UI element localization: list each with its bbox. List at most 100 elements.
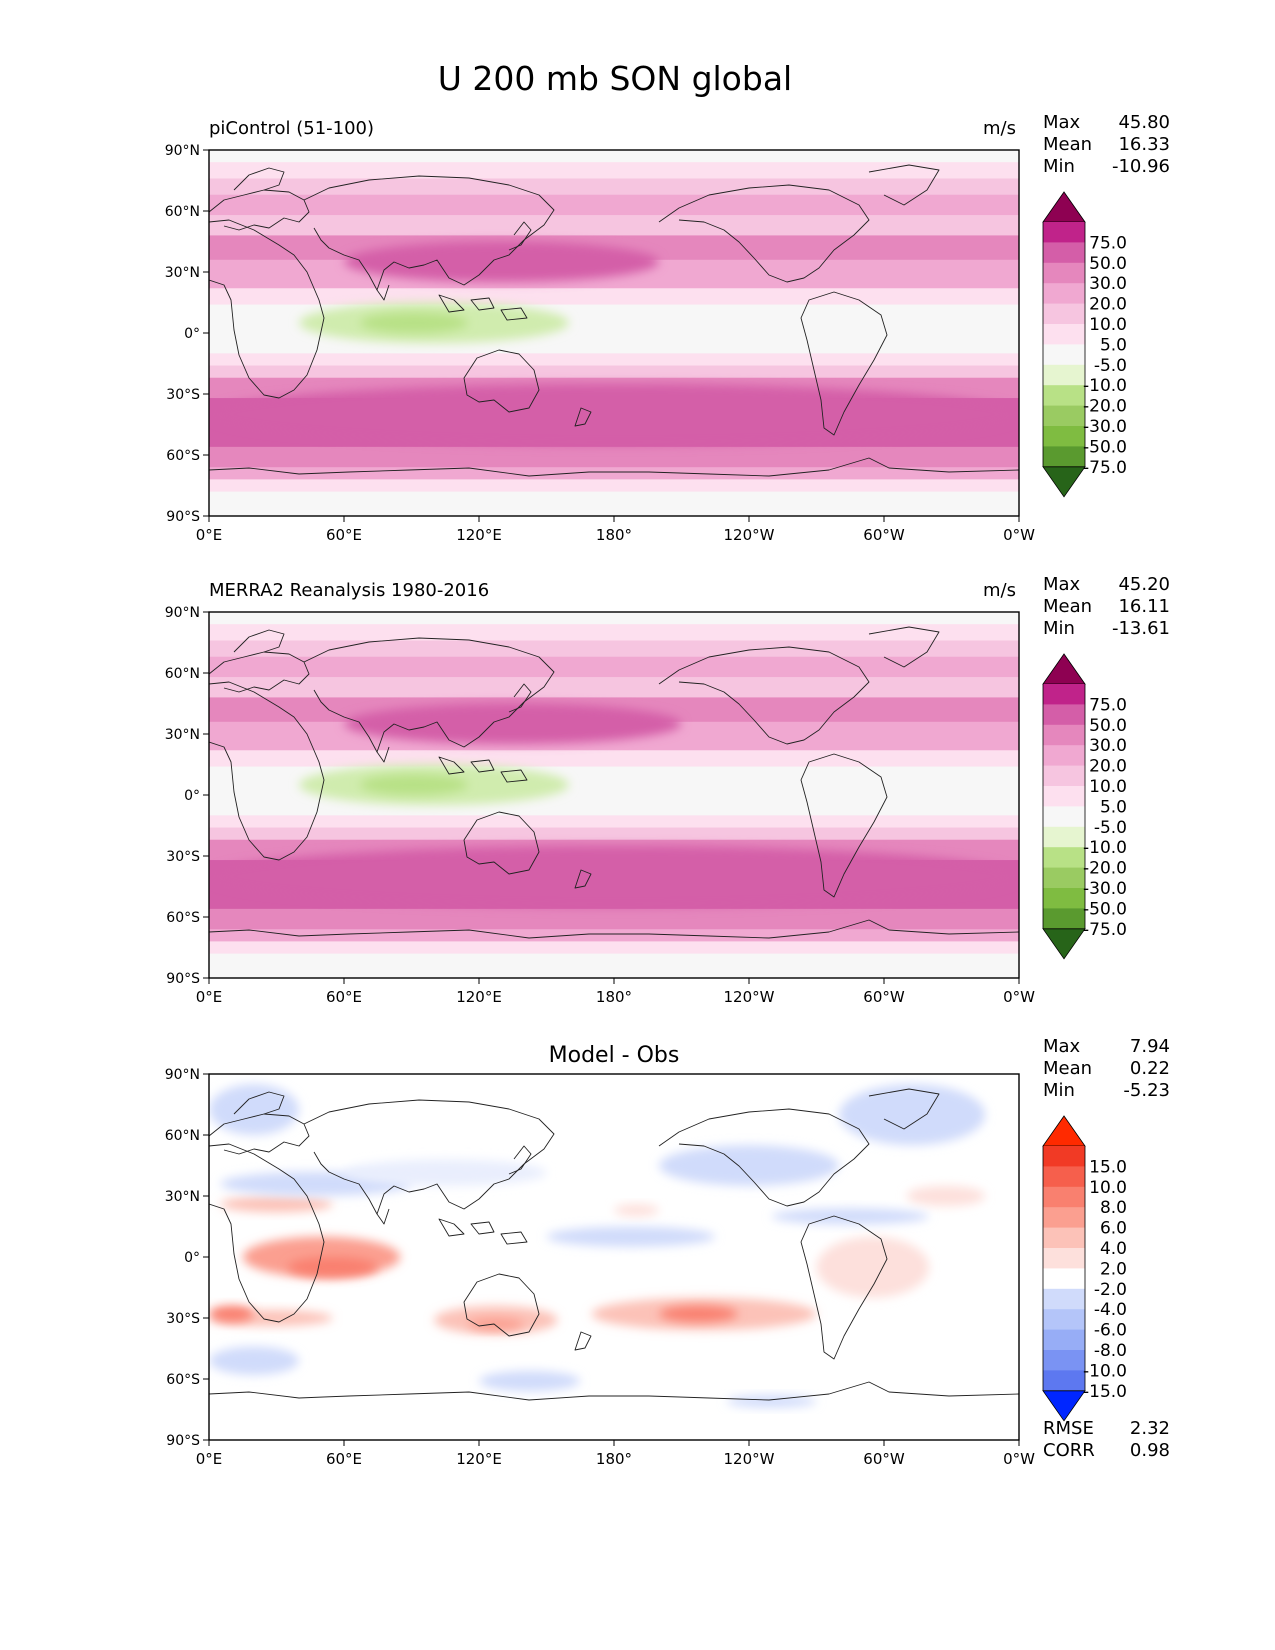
colorbar: 15.010.08.06.04.02.0-2.0-4.0-6.0-8.0-10.…	[1042, 1115, 1127, 1422]
contour-band	[209, 750, 1019, 768]
y-tick-label: 90°N	[165, 1067, 200, 1083]
stat-value: 45.20	[1118, 574, 1170, 595]
stat-label: Min	[1043, 618, 1075, 639]
stat-value: 16.11	[1118, 596, 1170, 617]
colorbar-extend-bottom	[1042, 466, 1086, 498]
difference-region	[771, 1208, 929, 1225]
contour-band	[209, 178, 1019, 196]
colorbar-segment	[1043, 1350, 1085, 1371]
colorbar-segment	[1043, 724, 1085, 746]
colorbar-label: -30.0	[1083, 417, 1127, 437]
contour-band	[209, 150, 1019, 164]
colorbar-label: -2.0	[1094, 1280, 1127, 1300]
x-tick-label: 60°W	[863, 526, 905, 544]
colorbar-extend-top	[1042, 1115, 1086, 1147]
colorbar-label: 2.0	[1100, 1259, 1127, 1279]
difference-region	[659, 1145, 839, 1186]
colorbar-label: 15.0	[1089, 1157, 1127, 1177]
x-tick-label: 120°W	[724, 526, 775, 544]
colorbar-segment	[1043, 364, 1085, 386]
contour-band	[209, 640, 1019, 658]
colorbar-label: -20.0	[1083, 859, 1127, 879]
contour-band	[209, 677, 1019, 699]
map: 90°N 60°N 30°N 0° 30°S 60°S 90°S0°E 60°E 120°E 18…	[165, 143, 1035, 544]
colorbar-segment	[1043, 242, 1085, 264]
x-tick-label: 120°W	[724, 1450, 775, 1468]
y-tick-label: 60°S	[166, 910, 200, 926]
colorbar-label: -10.0	[1083, 376, 1127, 396]
colorbar-label: -75.0	[1083, 920, 1127, 940]
colorbar-label: -6.0	[1094, 1321, 1127, 1341]
difference-region	[479, 1370, 581, 1392]
contour-band	[209, 365, 1019, 379]
colorbar-extend-top	[1042, 191, 1086, 223]
colorbar-label: 5.0	[1100, 335, 1127, 355]
stat-value: 45.80	[1118, 112, 1170, 133]
y-tick-label: 30°S	[166, 387, 200, 403]
colorbar-label: 8.0	[1100, 1198, 1127, 1218]
x-tick-label: 0°W	[1003, 1450, 1035, 1468]
stat-label: Max	[1043, 574, 1081, 595]
contour-band	[209, 656, 1019, 679]
difference-region	[816, 1236, 929, 1298]
colorbar-segment	[1043, 908, 1085, 930]
stat-value: 0.22	[1130, 1058, 1170, 1079]
colorbar-label: -30.0	[1083, 879, 1127, 899]
colorbar-label: 4.0	[1100, 1239, 1127, 1259]
colorbar-label: -50.0	[1083, 899, 1127, 919]
colorbar-label: -4.0	[1094, 1300, 1127, 1320]
colorbar-segment	[1043, 1370, 1085, 1392]
colorbar-segment	[1043, 283, 1085, 305]
y-tick-label: 90°N	[165, 605, 200, 621]
y-tick-label: 0°	[184, 1250, 200, 1266]
contour-band	[209, 624, 1019, 642]
difference-region	[209, 1084, 299, 1135]
colorbar-segment	[1043, 1166, 1085, 1188]
x-tick-label: 0°W	[1003, 988, 1035, 1006]
y-tick-label: 60°S	[166, 448, 200, 464]
x-tick-label: 120°E	[456, 1450, 502, 1468]
difference-region	[726, 1395, 817, 1408]
contour-band	[209, 491, 1019, 516]
colorbar-segment	[1043, 303, 1085, 325]
colorbar-segment	[1043, 1288, 1085, 1310]
y-tick-label: 60°N	[165, 1128, 200, 1144]
colorbar-label: -50.0	[1083, 437, 1127, 457]
panel-left-title: piControl (51-100)	[209, 118, 374, 139]
contour-band	[209, 929, 1019, 943]
colorbar-segment	[1043, 806, 1085, 828]
y-tick-label: 30°N	[165, 265, 200, 281]
colorbar-segment	[1043, 344, 1085, 366]
colorbar-segment	[1043, 222, 1085, 243]
y-tick-label: 90°S	[166, 971, 200, 987]
contour-band	[209, 479, 1019, 493]
colorbar-label: 30.0	[1089, 736, 1127, 756]
x-tick-label: 180°	[596, 1450, 632, 1468]
colorbar-segment	[1043, 786, 1085, 807]
x-tick-label: 180°	[596, 988, 632, 1006]
panel-center-title: Model - Obs	[549, 1043, 680, 1068]
colorbar-label: -75.0	[1083, 458, 1127, 478]
jet-core	[209, 845, 1019, 907]
difference-region	[209, 1346, 299, 1375]
colorbar-label: 30.0	[1089, 274, 1127, 294]
difference-region	[659, 1305, 738, 1323]
colorbar-segment	[1043, 385, 1085, 407]
difference-region	[614, 1204, 659, 1217]
colorbar-label: -8.0	[1094, 1341, 1127, 1361]
colorbar-segment	[1043, 826, 1085, 848]
colorbar-segment	[1043, 1146, 1085, 1167]
map: 90°N 60°N 30°N 0° 30°S 60°S 90°S0°E 60°E 120°E 18…	[165, 1067, 1035, 1468]
y-tick-label: 60°S	[166, 1372, 200, 1388]
colorbar-segment	[1043, 1227, 1085, 1249]
colorbar-label: 75.0	[1089, 233, 1127, 253]
colorbar-label: 5.0	[1100, 797, 1127, 817]
contour-band	[209, 288, 1019, 306]
map-field	[209, 150, 1019, 516]
x-tick-label: 120°E	[456, 988, 502, 1006]
colorbar-label: 20.0	[1089, 757, 1127, 777]
stat-label: Max	[1043, 1036, 1081, 1057]
colorbar-label: 10.0	[1089, 315, 1127, 335]
contour-band	[209, 941, 1019, 955]
x-tick-label: 60°W	[863, 1450, 905, 1468]
